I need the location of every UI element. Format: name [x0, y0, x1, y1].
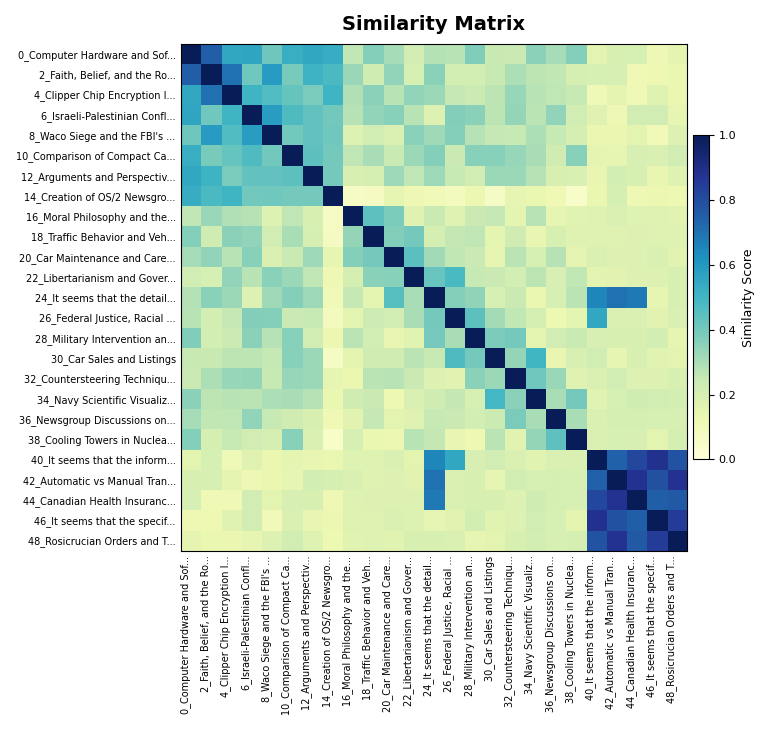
- Y-axis label: Similarity Score: Similarity Score: [742, 248, 755, 347]
- Title: Similarity Matrix: Similarity Matrix: [343, 15, 526, 34]
